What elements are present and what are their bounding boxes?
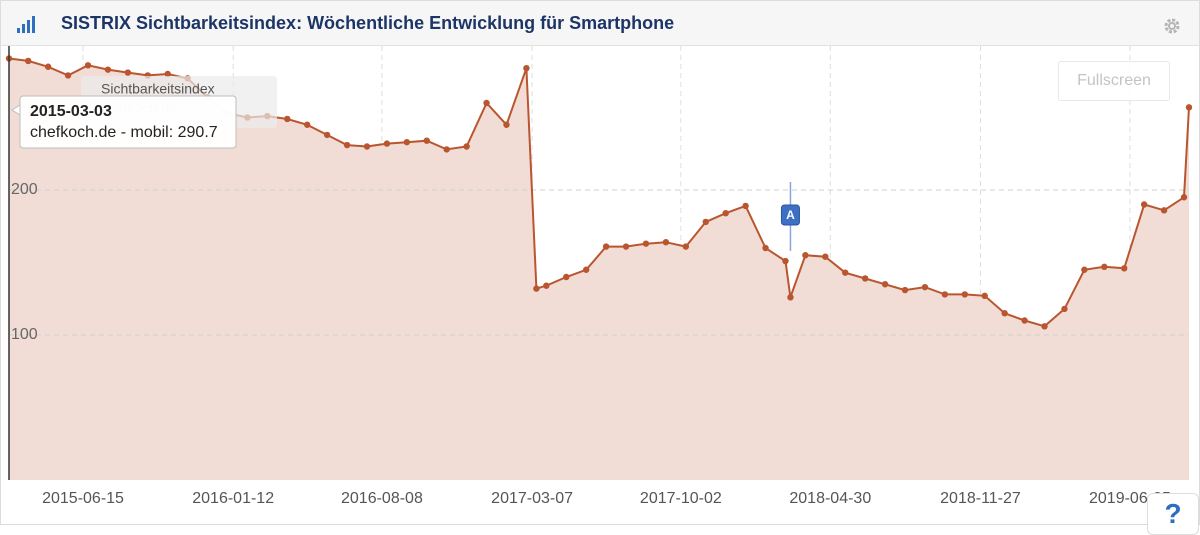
x-tick-label: 2016-01-12	[192, 490, 274, 507]
marker	[304, 121, 311, 128]
marker	[1160, 207, 1168, 214]
marker	[722, 210, 729, 217]
marker	[901, 286, 909, 294]
x-tick-label: 2016-08-08	[341, 490, 423, 507]
marker	[25, 57, 32, 65]
marker	[981, 292, 988, 300]
marker	[1185, 104, 1193, 111]
marker	[563, 273, 570, 281]
marker	[383, 140, 391, 147]
marker	[403, 138, 411, 146]
legend-title: Sichtbarkeitsindex	[101, 81, 215, 97]
marker	[742, 202, 749, 210]
marker	[533, 285, 540, 292]
tooltip-title: 2015-03-03	[30, 103, 112, 120]
marker	[523, 65, 530, 72]
marker	[64, 72, 72, 79]
marker	[44, 63, 52, 70]
y-tick-label: 200	[11, 181, 38, 198]
marker	[84, 62, 92, 69]
marker	[802, 252, 809, 259]
marker	[702, 218, 709, 226]
x-tick-label: 2018-04-30	[789, 490, 871, 507]
x-tick-label: 2018-11-27	[940, 490, 1021, 507]
annotation-label: A	[786, 208, 795, 222]
header: SISTRIX Sichtbarkeitsindex: Wöchentliche…	[1, 1, 1199, 46]
marker	[363, 143, 371, 150]
marker	[582, 266, 590, 273]
annotation-flag	[780, 204, 800, 226]
area	[9, 58, 1189, 480]
marker	[104, 66, 112, 73]
marker	[1140, 201, 1148, 208]
tooltip-text: chefkoch.de - mobil: 290.7	[30, 124, 218, 141]
marker	[602, 243, 610, 250]
tooltip-box	[19, 95, 237, 149]
marker	[543, 282, 550, 289]
marker	[782, 257, 789, 265]
marker	[124, 69, 132, 76]
marker	[842, 269, 849, 276]
marker	[483, 99, 490, 107]
marker	[1001, 310, 1008, 317]
marker	[762, 244, 769, 252]
marker	[961, 291, 969, 298]
marker	[343, 141, 351, 149]
x-tick-label: 2017-10-02	[640, 490, 722, 507]
marker	[941, 291, 949, 298]
marker	[503, 121, 510, 128]
y-tick-label: 100	[11, 326, 38, 343]
marker	[662, 239, 670, 246]
marker	[1101, 263, 1108, 271]
chart: 2015-06-15 2016-01-12 2016-08-08 2017-03-07…	[5, 46, 1193, 507]
marker	[881, 281, 889, 288]
logo-icon	[17, 16, 35, 33]
marker	[861, 275, 869, 282]
marker	[921, 283, 929, 291]
marker	[1041, 323, 1048, 330]
tooltip-pointer	[11, 104, 21, 116]
marker	[622, 243, 630, 250]
marker	[1081, 266, 1088, 273]
marker	[284, 115, 291, 123]
marker	[1021, 317, 1028, 324]
marker	[164, 70, 171, 78]
marker	[1121, 265, 1128, 272]
marker	[642, 240, 650, 247]
marker	[423, 137, 430, 144]
marker	[822, 253, 829, 260]
fullscreen-button[interactable]: Fullscreen	[1058, 61, 1170, 101]
marker	[443, 146, 450, 153]
marker	[1180, 194, 1188, 201]
help-button[interactable]: ?	[1147, 493, 1199, 535]
marker	[1061, 305, 1068, 313]
marker	[682, 243, 690, 250]
settings-icon[interactable]	[1163, 17, 1181, 35]
marker	[787, 294, 794, 301]
x-tick-label: 2017-03-07	[491, 490, 573, 507]
header-title: SISTRIX Sichtbarkeitsindex: Wöchentliche…	[61, 13, 675, 33]
marker	[323, 131, 331, 139]
marker	[463, 143, 470, 150]
x-tick-label: 2015-06-15	[42, 490, 124, 507]
